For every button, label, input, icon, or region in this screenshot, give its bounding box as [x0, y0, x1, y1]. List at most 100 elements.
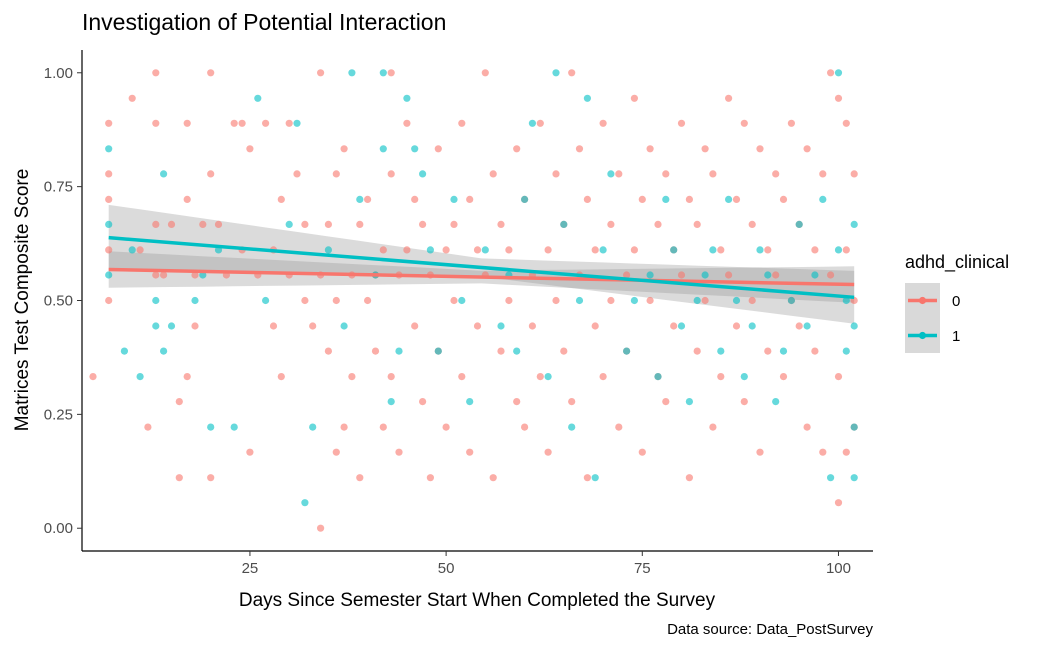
point-series-1	[568, 423, 576, 431]
point-series-1	[811, 271, 819, 279]
point-series-1	[293, 119, 301, 127]
point-series-1	[827, 474, 835, 482]
point-series-0	[615, 170, 623, 178]
point-series-0	[497, 220, 505, 228]
point-series-1	[677, 322, 686, 330]
trend-line-1	[108, 235, 855, 300]
point-series-0	[387, 69, 395, 77]
point-series-0	[842, 448, 850, 456]
point-series-0	[473, 246, 482, 254]
point-series-1	[128, 246, 136, 254]
point-series-0	[670, 322, 678, 330]
point-series-0	[246, 448, 254, 456]
chart-title: Investigation of Potential Interaction	[82, 9, 446, 35]
point-series-1	[285, 220, 293, 228]
point-series-0	[364, 296, 372, 305]
legend-key-point	[918, 331, 927, 340]
point-series-1	[340, 322, 348, 330]
point-series-0	[403, 119, 411, 127]
point-series-1	[160, 170, 168, 178]
point-series-0	[152, 220, 160, 228]
point-series-0	[732, 322, 741, 330]
point-series-0	[442, 423, 450, 431]
point-series-0	[834, 94, 843, 102]
point-series-0	[458, 119, 466, 127]
point-series-0	[819, 170, 827, 178]
x-tick-label: 75	[634, 560, 651, 577]
point-series-0	[489, 474, 497, 482]
point-series-1	[309, 423, 317, 431]
point-series-0	[693, 220, 701, 228]
point-series-1	[105, 220, 113, 228]
point-series-0	[419, 398, 427, 406]
point-series-0	[575, 145, 584, 153]
point-series-0	[434, 145, 442, 153]
point-series-1	[387, 398, 395, 406]
point-series-0	[779, 373, 788, 381]
point-series-0	[701, 145, 709, 153]
caption: Data source: Data_PostSurvey	[667, 621, 873, 638]
point-series-1	[575, 296, 584, 305]
point-series-0	[277, 195, 285, 203]
point-series-0	[332, 170, 340, 178]
point-series-0	[521, 423, 529, 431]
point-series-1	[693, 296, 701, 305]
point-series-0	[442, 246, 450, 254]
point-series-0	[630, 94, 639, 102]
point-series-1	[301, 499, 309, 507]
point-series-0	[332, 448, 340, 456]
point-series-0	[568, 398, 576, 406]
point-series-0	[403, 246, 411, 254]
point-series-0	[473, 322, 482, 330]
point-series-0	[191, 322, 199, 330]
point-series-0	[662, 398, 670, 406]
point-series-1	[521, 195, 529, 203]
point-series-0	[717, 373, 725, 381]
point-series-0	[803, 423, 811, 431]
point-series-0	[89, 373, 97, 381]
point-series-0	[481, 69, 489, 77]
point-series-0	[246, 145, 254, 153]
point-series-0	[756, 145, 764, 153]
y-tick-label: 0.50	[44, 293, 73, 310]
point-series-1	[583, 94, 592, 102]
point-series-0	[175, 474, 183, 482]
point-series-0	[827, 271, 835, 279]
point-series-0	[599, 119, 607, 127]
y-tick-label: 0.00	[44, 520, 73, 537]
point-series-1	[426, 246, 434, 254]
point-series-0	[458, 373, 466, 381]
point-series-1	[803, 322, 811, 330]
point-series-0	[552, 296, 560, 305]
point-series-0	[834, 499, 843, 507]
point-series-0	[607, 296, 615, 305]
x-axis-ticks: 25 50 75 100	[242, 551, 851, 577]
point-series-0	[740, 119, 748, 127]
point-series-0	[528, 322, 537, 330]
point-series-0	[466, 448, 474, 456]
point-series-1	[850, 423, 858, 431]
point-series-0	[764, 347, 772, 355]
point-series-1	[348, 69, 356, 77]
point-series-1	[764, 271, 772, 279]
point-series-0	[426, 474, 434, 482]
point-series-1	[152, 296, 160, 305]
point-series-1	[379, 145, 387, 153]
point-series-0	[152, 119, 160, 127]
point-series-0	[395, 448, 403, 456]
point-series-0	[701, 296, 709, 305]
point-series-0	[638, 448, 646, 456]
y-tick-label: 0.75	[44, 179, 73, 196]
point-series-0	[262, 119, 270, 127]
point-series-1	[458, 296, 466, 305]
point-series-1	[725, 195, 733, 203]
point-series-1	[513, 347, 521, 355]
point-series-0	[583, 195, 592, 203]
point-series-0	[238, 119, 246, 127]
point-series-1	[599, 246, 607, 254]
point-series-0	[269, 322, 278, 330]
point-series-0	[175, 398, 183, 406]
point-series-0	[183, 195, 191, 203]
point-series-1	[834, 246, 843, 254]
legend-label: 1	[952, 328, 960, 345]
